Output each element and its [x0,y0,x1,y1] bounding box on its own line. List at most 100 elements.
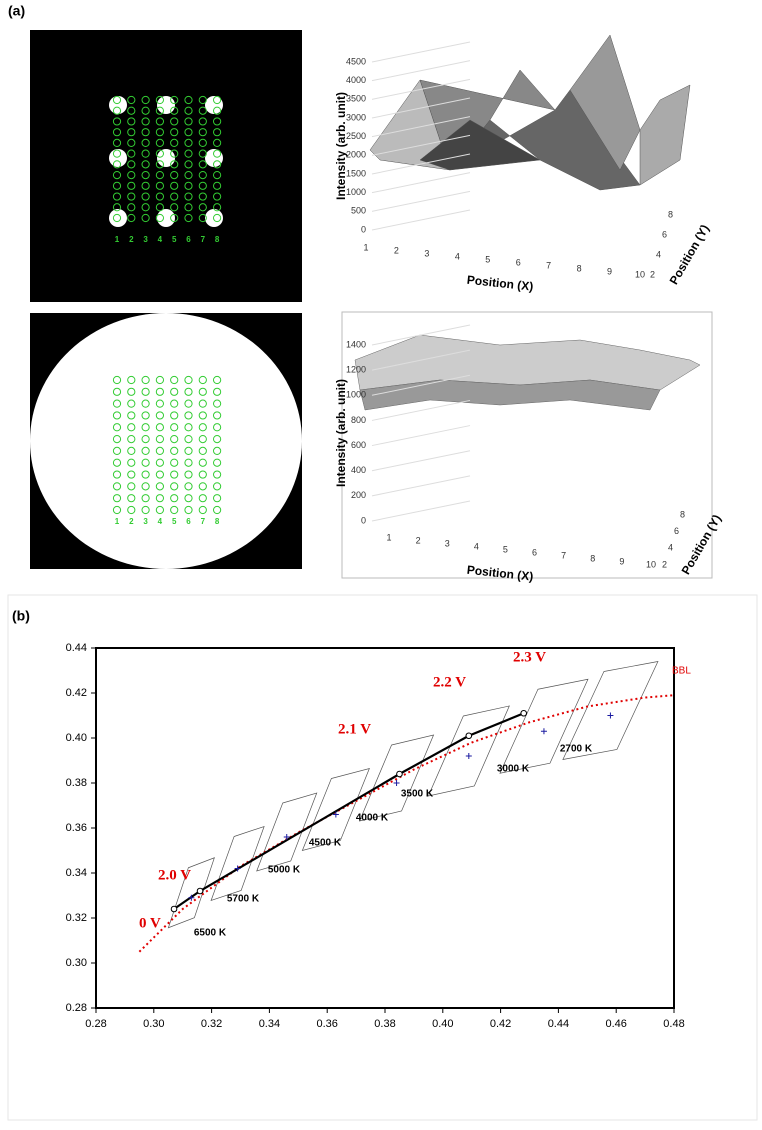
cct-label: 6500 K [194,928,227,939]
sample-point [213,446,222,456]
sample-point [170,434,179,444]
sample-point [112,458,122,467]
sample-point [170,160,179,169]
sample-point [198,470,207,479]
measured-line [173,712,525,910]
sample-point [170,117,179,126]
y-tick-label: 0.28 [66,1002,87,1014]
sample-point [170,149,179,158]
column-number: 8 [215,517,220,526]
sample-point [198,434,207,444]
sample-point [213,138,222,148]
sample-point [213,95,222,105]
sample-point [127,387,136,396]
z-tick-label: 1000 [346,187,366,197]
sample-point [198,482,207,491]
sample-point [184,411,193,420]
grid-line [371,324,471,346]
sample-point [155,128,164,137]
sample-point [213,399,222,408]
z-tick-label: 0 [361,515,366,525]
sample-point [127,470,136,479]
x-tick-label: 0.32 [201,1018,222,1030]
sample-point [213,482,222,491]
sample-point [112,106,122,115]
sample-point [112,446,122,456]
voltage-label: 2.0 V [158,867,191,883]
sample-point [170,181,179,190]
z-tick-label: 1000 [346,390,366,400]
sample-point [170,375,179,385]
measured-point [465,732,473,740]
y-tick-label: 2 [650,269,655,279]
sample-point [170,387,179,396]
sample-point [184,399,193,408]
sample-point [112,434,122,444]
sample-point [213,434,222,444]
sample-point [127,505,136,515]
sample-point [213,170,222,180]
sample-point [170,213,179,223]
sample-point [141,458,150,467]
sample-point [127,149,136,158]
sample-point [184,160,193,169]
z-tick-label: 2000 [346,150,366,160]
cct-label: 4000 K [356,813,389,824]
sample-point [112,470,122,479]
cct-center [393,780,400,786]
voltage-label: 2.1 V [338,721,371,737]
voltage-label: 2.3 V [513,649,546,665]
sample-point [213,160,222,169]
series-label: BBL [672,666,691,677]
y-tick-label: 0.32 [66,912,87,924]
x-tick-label: 3 [424,248,429,258]
sample-point [198,399,207,408]
sample-point [213,423,222,432]
sample-point [127,95,136,105]
sample-point [112,149,122,158]
sample-point [112,170,122,180]
sample-point [141,106,150,115]
sample-point [170,170,179,180]
sample-point [155,170,164,180]
column-number: 3 [143,517,148,526]
sample-point [184,106,193,115]
sample-point [141,446,150,456]
sample-point [155,213,164,223]
cct-center [188,894,195,901]
x-tick-label: 0.38 [374,1018,395,1030]
sample-point [127,106,136,115]
sample-point [141,203,150,212]
sample-point [112,213,122,223]
sample-point [155,375,164,385]
x-tick-label: 2 [394,245,399,255]
y-tick-label: 2 [662,559,667,569]
x-tick-label: 8 [577,263,582,273]
voltage-label: 2.2 V [433,674,466,690]
sample-point [184,192,193,201]
sample-point [213,411,222,420]
grid-line [371,374,471,396]
sample-point [127,213,136,223]
sample-point [127,411,136,420]
sample-point [112,138,122,148]
sample-point [112,203,122,212]
x-tick-label: 0.44 [548,1018,569,1030]
grid-line [371,134,471,156]
x-tick-label: 4 [474,541,479,551]
grid-line [371,60,471,82]
x-tick-label: 0.48 [663,1018,684,1030]
sample-point [127,138,136,148]
sample-point [213,375,222,385]
y-tick-label: 4 [668,543,673,553]
grid-line [371,450,471,472]
sample-point [127,423,136,432]
grid-line [371,349,471,371]
axis-title: Position (Y) [679,512,724,577]
sample-point [112,95,122,105]
grid-line [371,41,471,63]
y-tick-label: 0.36 [66,822,87,834]
sample-point [184,434,193,444]
sample-point [141,399,150,408]
